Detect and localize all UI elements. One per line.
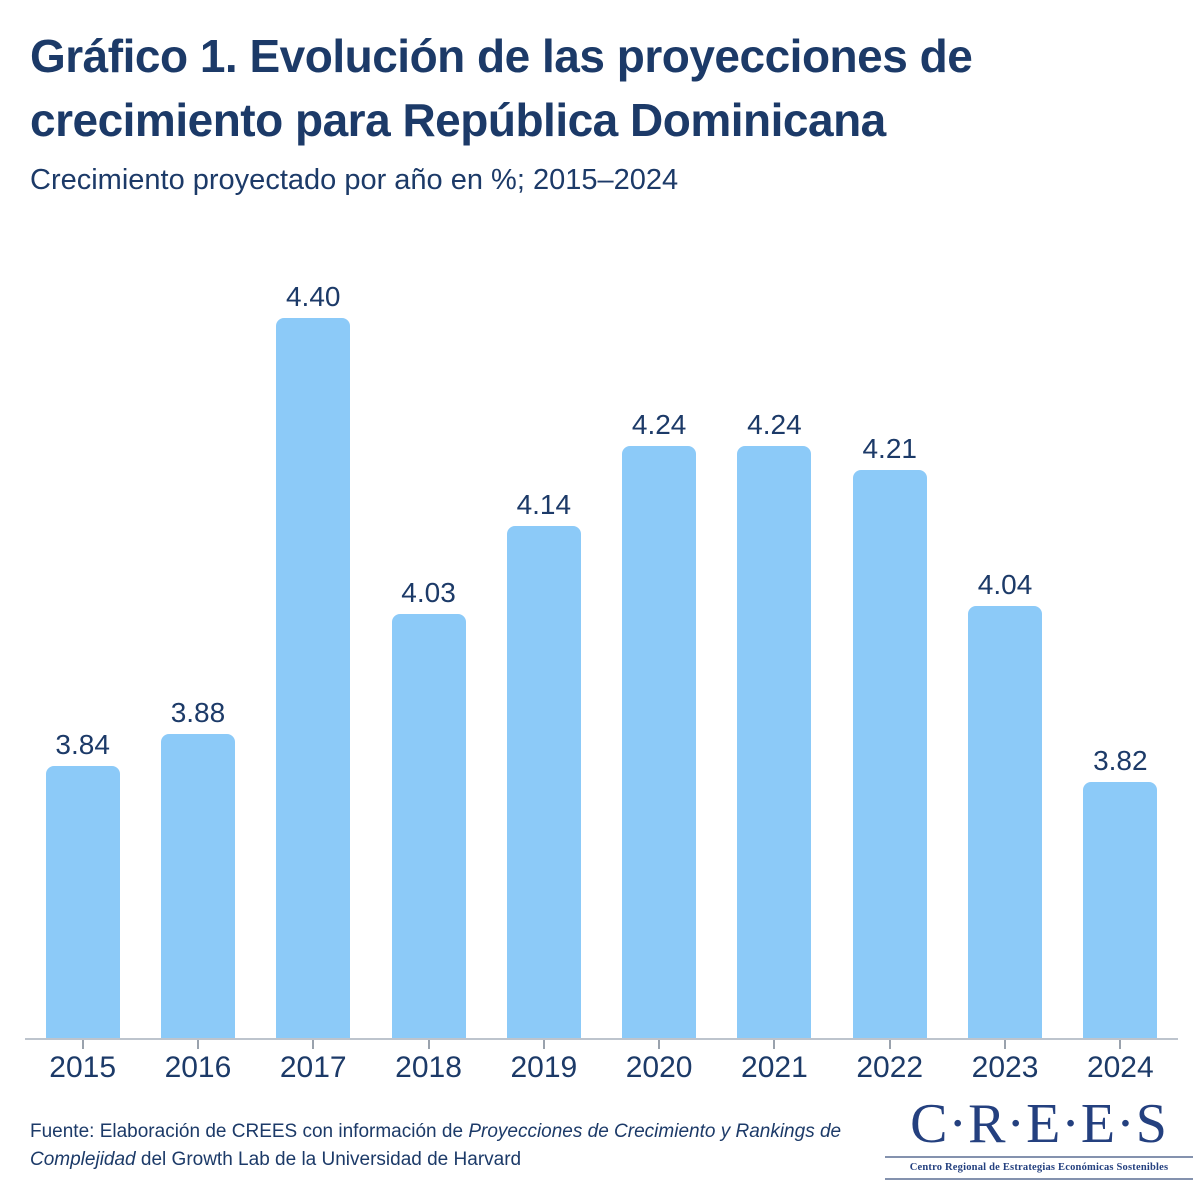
bar-value-label: 4.40 <box>285 281 341 313</box>
plot-area: 3.84 3.88 4.40 4.03 4.14 4.24 4.24 4.21 4.04 3.82 <box>25 198 1178 1040</box>
bar-value-label: 3.84 <box>55 729 110 760</box>
bar-value-label: 4.14 <box>516 489 572 521</box>
tick-cell <box>486 1040 601 1049</box>
bar-2024 <box>1083 782 1158 1038</box>
bar-column-2015: 3.84 <box>25 198 140 1038</box>
bar-value-label: 4.04 <box>977 569 1033 600</box>
x-axis-label: 2021 <box>741 1051 808 1084</box>
tick-cell <box>717 1040 832 1049</box>
bar-value-label: 4.24 <box>747 409 802 441</box>
bar-2019 <box>506 526 581 1038</box>
x-axis-label: 2016 <box>164 1051 232 1084</box>
bar-column-2021: 4.24 <box>717 198 832 1038</box>
tick-cell <box>601 1040 716 1049</box>
chart-title: Gráfico 1. Evolución de las proyecciones… <box>30 30 973 146</box>
x-axis-label: 2015 <box>49 1051 117 1084</box>
bar-2016 <box>160 734 235 1038</box>
bar-value-label: 4.21 <box>862 433 917 465</box>
tick-cell <box>1063 1040 1178 1049</box>
bar-column-2024: 3.82 <box>1063 198 1178 1038</box>
bar-2015 <box>45 766 120 1038</box>
bar-2018 <box>391 614 466 1038</box>
tick-cell <box>371 1040 486 1049</box>
x-axis-labels: 2015 2016 2017 2018 2019 2020 2021 2022 2023 2024 <box>25 1051 1178 1085</box>
axis-tick <box>1004 1040 1007 1049</box>
x-axis-label: 2024 <box>1086 1051 1154 1084</box>
source-note: Fuente: Elaboración de CREES con informa… <box>30 1118 888 1174</box>
bar-2023 <box>968 606 1043 1038</box>
bar-column-2017: 4.40 <box>256 198 371 1038</box>
axis-tick <box>658 1040 661 1049</box>
x-axis-label: 2022 <box>856 1051 924 1084</box>
bar-column-2018: 4.03 <box>371 198 486 1038</box>
x-axis-label: 2020 <box>625 1051 693 1084</box>
tick-cell <box>947 1040 1062 1049</box>
x-axis-label: 2017 <box>279 1051 347 1084</box>
bar-column-2023: 4.04 <box>947 198 1062 1038</box>
crees-logo-tagline: Centro Regional de Estrategias Económica… <box>909 1162 1169 1173</box>
logo-divider-bottom <box>885 1178 1193 1180</box>
bar-column-2019: 4.14 <box>486 198 601 1038</box>
bar-2021 <box>737 446 812 1038</box>
bar-value-label: 4.03 <box>401 577 456 609</box>
bar-2020 <box>622 446 697 1038</box>
axis-tick <box>888 1040 891 1049</box>
crees-logo-wordmark: C·R·E·E·S <box>910 1093 1168 1155</box>
bar-2022 <box>852 470 927 1038</box>
tick-cell <box>25 1040 140 1049</box>
header: Gráfico 1. Evolución de las proyecciones… <box>30 24 1110 197</box>
tick-cell <box>832 1040 947 1049</box>
source-note-italic: Proyecciones de Crecimiento y Rankings d… <box>30 1121 842 1170</box>
bar-value-label: 4.24 <box>631 409 687 441</box>
x-axis-label: 2018 <box>395 1051 462 1084</box>
x-axis-label: 2023 <box>971 1051 1039 1084</box>
x-axis-ticks <box>25 1040 1178 1049</box>
source-note-prefix: Fuente: Elaboración de CREES con informa… <box>30 1121 469 1142</box>
axis-tick <box>1119 1040 1122 1049</box>
bar-2017 <box>276 318 351 1038</box>
tick-cell <box>256 1040 371 1049</box>
x-axis-label: 2019 <box>510 1051 578 1084</box>
bar-column-2022: 4.21 <box>832 198 947 1038</box>
logo-divider-top <box>885 1156 1193 1158</box>
bar-value-label: 3.82 <box>1093 745 1148 777</box>
bar-column-2020: 4.24 <box>601 198 716 1038</box>
source-note-suffix: del Growth Lab de la Universidad de Harv… <box>135 1149 522 1170</box>
axis-tick <box>773 1040 776 1049</box>
bar-value-label: 3.88 <box>170 697 226 729</box>
tick-cell <box>140 1040 255 1049</box>
axis-tick <box>81 1040 84 1049</box>
axis-tick <box>542 1040 545 1049</box>
bar-column-2016: 3.88 <box>140 198 255 1038</box>
axis-tick <box>427 1040 430 1049</box>
chart-subtitle: Crecimiento proyectado por año en %; 201… <box>30 164 679 196</box>
axis-tick <box>196 1040 199 1049</box>
crees-logo: C·R·E·E·S Centro Regional de Estrategias… <box>885 1094 1193 1180</box>
axis-tick <box>312 1040 315 1049</box>
